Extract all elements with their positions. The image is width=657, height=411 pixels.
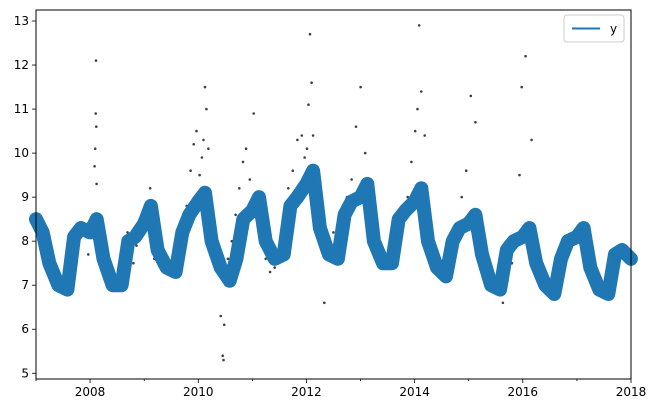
- data-point: [244, 147, 248, 150]
- data-point: [518, 173, 521, 177]
- data-point: [234, 213, 237, 217]
- data-point: [296, 138, 299, 142]
- series-line-y-core: [35, 167, 632, 297]
- data-point: [464, 169, 468, 172]
- data-point: [300, 134, 304, 137]
- legend-label-y: y: [610, 22, 617, 36]
- data-point: [226, 257, 230, 261]
- data-point: [94, 112, 97, 115]
- y-tick-label: 13: [14, 14, 29, 28]
- y-tick-label: 8: [21, 234, 29, 248]
- data-point: [148, 187, 152, 190]
- y-tick-label: 9: [21, 190, 29, 204]
- data-point: [469, 94, 473, 98]
- data-point: [423, 134, 427, 137]
- data-point: [95, 182, 98, 186]
- y-tick-label: 6: [21, 322, 29, 336]
- data-point: [221, 354, 224, 358]
- data-point: [354, 125, 358, 128]
- data-point: [135, 244, 138, 247]
- x-tick-label: 2010: [183, 385, 214, 399]
- data-point: [94, 59, 98, 62]
- data-point: [323, 301, 326, 305]
- data-point: [205, 107, 208, 111]
- x-tick-label: 2014: [399, 385, 430, 399]
- data-point: [416, 107, 419, 111]
- data-point: [252, 112, 255, 115]
- data-point: [200, 156, 204, 159]
- data-point: [307, 103, 310, 106]
- data-point: [311, 134, 315, 137]
- x-tick-label: 2016: [507, 385, 538, 399]
- data-point: [87, 253, 90, 256]
- data-point: [264, 257, 268, 261]
- x-tick-label: 2008: [75, 385, 106, 399]
- data-point: [95, 125, 98, 128]
- data-point: [308, 32, 312, 36]
- y-tick-label: 11: [14, 102, 29, 116]
- data-point: [93, 147, 97, 150]
- y-tick-label: 10: [14, 146, 29, 160]
- data-point: [305, 147, 309, 150]
- data-point: [350, 178, 353, 181]
- data-point: [520, 85, 523, 89]
- data-point: [406, 195, 410, 199]
- data-point: [420, 90, 423, 93]
- data-point: [359, 85, 362, 89]
- y-tick-label: 12: [14, 58, 29, 72]
- data-point: [530, 138, 533, 142]
- data-point: [291, 169, 295, 172]
- data-point: [219, 314, 222, 318]
- data-point: [413, 129, 417, 133]
- y-tick-label: 7: [21, 278, 29, 292]
- data-point: [132, 261, 135, 265]
- x-axis: 2008 2010 2012 2014 2016 2018: [35, 379, 647, 399]
- data-point: [273, 266, 277, 269]
- data-point: [332, 231, 335, 234]
- data-point: [189, 169, 192, 172]
- data-point: [241, 160, 245, 164]
- data-point: [501, 301, 505, 305]
- y-tick-label: 5: [21, 366, 29, 380]
- data-point: [410, 160, 413, 164]
- y-axis: 5 6 7 8 9 10 11 12 13: [14, 14, 36, 380]
- data-point: [474, 121, 477, 124]
- legend: y: [563, 14, 625, 43]
- data-point: [268, 270, 272, 274]
- data-point: [222, 358, 225, 362]
- data-point: [460, 195, 464, 199]
- data-point: [303, 156, 306, 159]
- data-point: [524, 54, 527, 58]
- data-point: [192, 143, 195, 146]
- data-point: [202, 138, 205, 142]
- data-point: [238, 187, 241, 190]
- plot-frame: [35, 9, 632, 380]
- data-point: [203, 85, 207, 89]
- data-point: [195, 129, 198, 133]
- x-tick-label: 2018: [616, 385, 647, 399]
- data-point: [248, 178, 252, 181]
- data-point: [198, 173, 201, 177]
- data-point: [222, 323, 226, 327]
- data-point: [207, 147, 210, 150]
- data-point: [417, 24, 421, 27]
- data-point: [310, 81, 313, 84]
- data-point: [93, 165, 96, 168]
- data-point: [363, 151, 367, 155]
- data-point: [287, 187, 290, 190]
- x-tick-label: 2012: [291, 385, 322, 399]
